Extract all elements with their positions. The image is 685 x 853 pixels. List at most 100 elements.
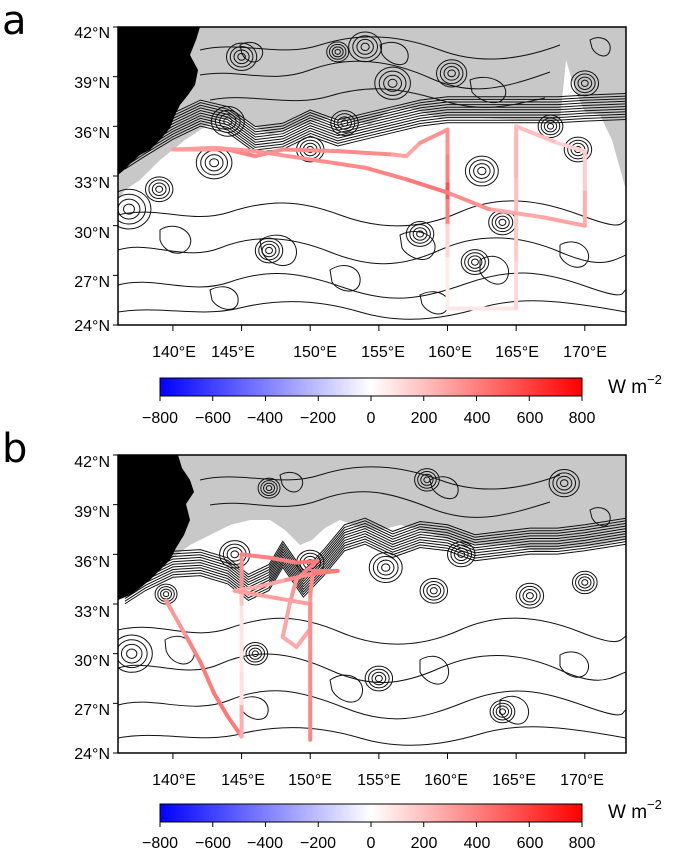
ship-track: [170, 124, 587, 311]
eddy-ring: [436, 59, 468, 88]
eddy-ring: [426, 584, 442, 598]
track-segment: [225, 714, 244, 739]
eddy-ring: [414, 468, 440, 492]
lat-label: 30°N: [74, 225, 110, 242]
lat-label: 36°N: [74, 554, 110, 571]
eddies: [118, 31, 600, 276]
eddy-ring: [151, 182, 167, 196]
eddy-ring: [477, 166, 487, 176]
lat-label: 42°N: [74, 454, 110, 471]
eddy-ring: [429, 587, 438, 595]
lon-label: 160°E: [424, 772, 468, 789]
eddy-ring: [443, 66, 460, 81]
eddy-ring: [422, 580, 445, 601]
eddy-ring: [556, 475, 573, 491]
eddy-ring: [420, 473, 434, 486]
colorbar-tick-label: 200: [411, 410, 438, 427]
track-segment: [232, 588, 313, 606]
eddy-ring: [489, 699, 516, 724]
track-segment: [541, 215, 587, 228]
eddy-ring: [405, 221, 435, 247]
lon-label: 140°E: [152, 772, 196, 789]
eddy-ring: [447, 69, 456, 78]
lon-label: 170°E: [560, 772, 604, 789]
track-segment: [308, 568, 340, 577]
eddy-ring: [245, 644, 266, 663]
eddy-ring: [419, 577, 449, 604]
eddy-ring: [580, 79, 589, 87]
eddy-ring: [122, 203, 135, 215]
eddy-ring: [464, 155, 499, 187]
eddy-ring: [387, 78, 398, 88]
track-segment: [164, 598, 189, 640]
eddy-ring: [439, 62, 464, 85]
front-isoline: [124, 530, 626, 592]
cold-region: [118, 455, 626, 600]
front-isoline: [124, 541, 626, 602]
eddy-ring: [118, 634, 153, 673]
track-segment: [308, 157, 368, 170]
eddy-ring: [498, 218, 507, 226]
eddy-ring: [257, 477, 281, 499]
eddy-ring: [229, 46, 254, 68]
eddy-ring: [417, 470, 437, 489]
front-isoline: [124, 108, 626, 160]
japan-landmass: [118, 455, 194, 600]
lat-label: 39°N: [74, 504, 110, 521]
eddy-ring: [223, 117, 233, 126]
eddy-ring: [356, 38, 374, 55]
track-segment: [404, 140, 423, 159]
colorbar-tick-label: −400: [247, 410, 283, 427]
track-segment: [280, 635, 299, 650]
lat-label: 39°N: [74, 75, 110, 92]
eddy-ring: [237, 52, 246, 61]
eddy-ring: [563, 136, 593, 163]
lat-label: 33°N: [74, 604, 110, 621]
eddy-ring: [570, 70, 600, 97]
panel-letter: b: [2, 426, 27, 472]
colorbar-ticks: [159, 822, 583, 827]
eddy-ring: [552, 472, 577, 494]
track-segment: [514, 124, 560, 145]
track-segment: [212, 145, 258, 154]
lon-label: 170°E: [563, 344, 607, 361]
eddy-ring: [423, 476, 431, 484]
eddy-ring: [537, 114, 564, 139]
front-isoline: [124, 106, 626, 157]
lon-label: 140°E: [152, 344, 196, 361]
eddies: [118, 468, 598, 724]
eddy-ring: [263, 482, 276, 494]
track-segment: [280, 602, 292, 640]
lon-label: 145°E: [221, 772, 265, 789]
eddy-ring: [543, 120, 558, 133]
eddy-ring: [265, 246, 273, 255]
axis-labels: 42°N 39°N 36°N 33°N 30°N 27°N 24°N 140°E…: [74, 25, 607, 361]
track-segment: [253, 149, 313, 162]
eddy-ring: [416, 230, 424, 238]
eddy-ring: [214, 109, 241, 134]
eddy-ring: [515, 582, 545, 609]
eddy-ring: [412, 227, 428, 241]
eddy-ring: [374, 674, 383, 683]
eddy-ring: [118, 639, 148, 669]
eddy-ring: [219, 113, 237, 130]
track-segment: [445, 190, 491, 212]
track-segment: [253, 578, 285, 590]
eddy-ring: [155, 185, 164, 193]
eddy-ring: [233, 49, 250, 65]
eddy-ring: [578, 576, 592, 589]
colorbar-tick-label: −600: [195, 835, 231, 852]
eddy-ring: [577, 76, 593, 90]
lon-label: 150°E: [293, 344, 337, 361]
eddy-ring: [204, 154, 224, 172]
eddy-ring: [374, 66, 411, 100]
track-segment: [170, 145, 217, 152]
eddy-ring: [498, 708, 507, 715]
lon-label: 145°E: [211, 344, 255, 361]
eddy-ring: [473, 163, 491, 179]
track-segment: [555, 140, 587, 154]
eddy-ring: [574, 73, 596, 94]
track-segment: [294, 626, 313, 650]
eddy-ring: [464, 252, 486, 272]
eddy-ring: [368, 668, 390, 689]
